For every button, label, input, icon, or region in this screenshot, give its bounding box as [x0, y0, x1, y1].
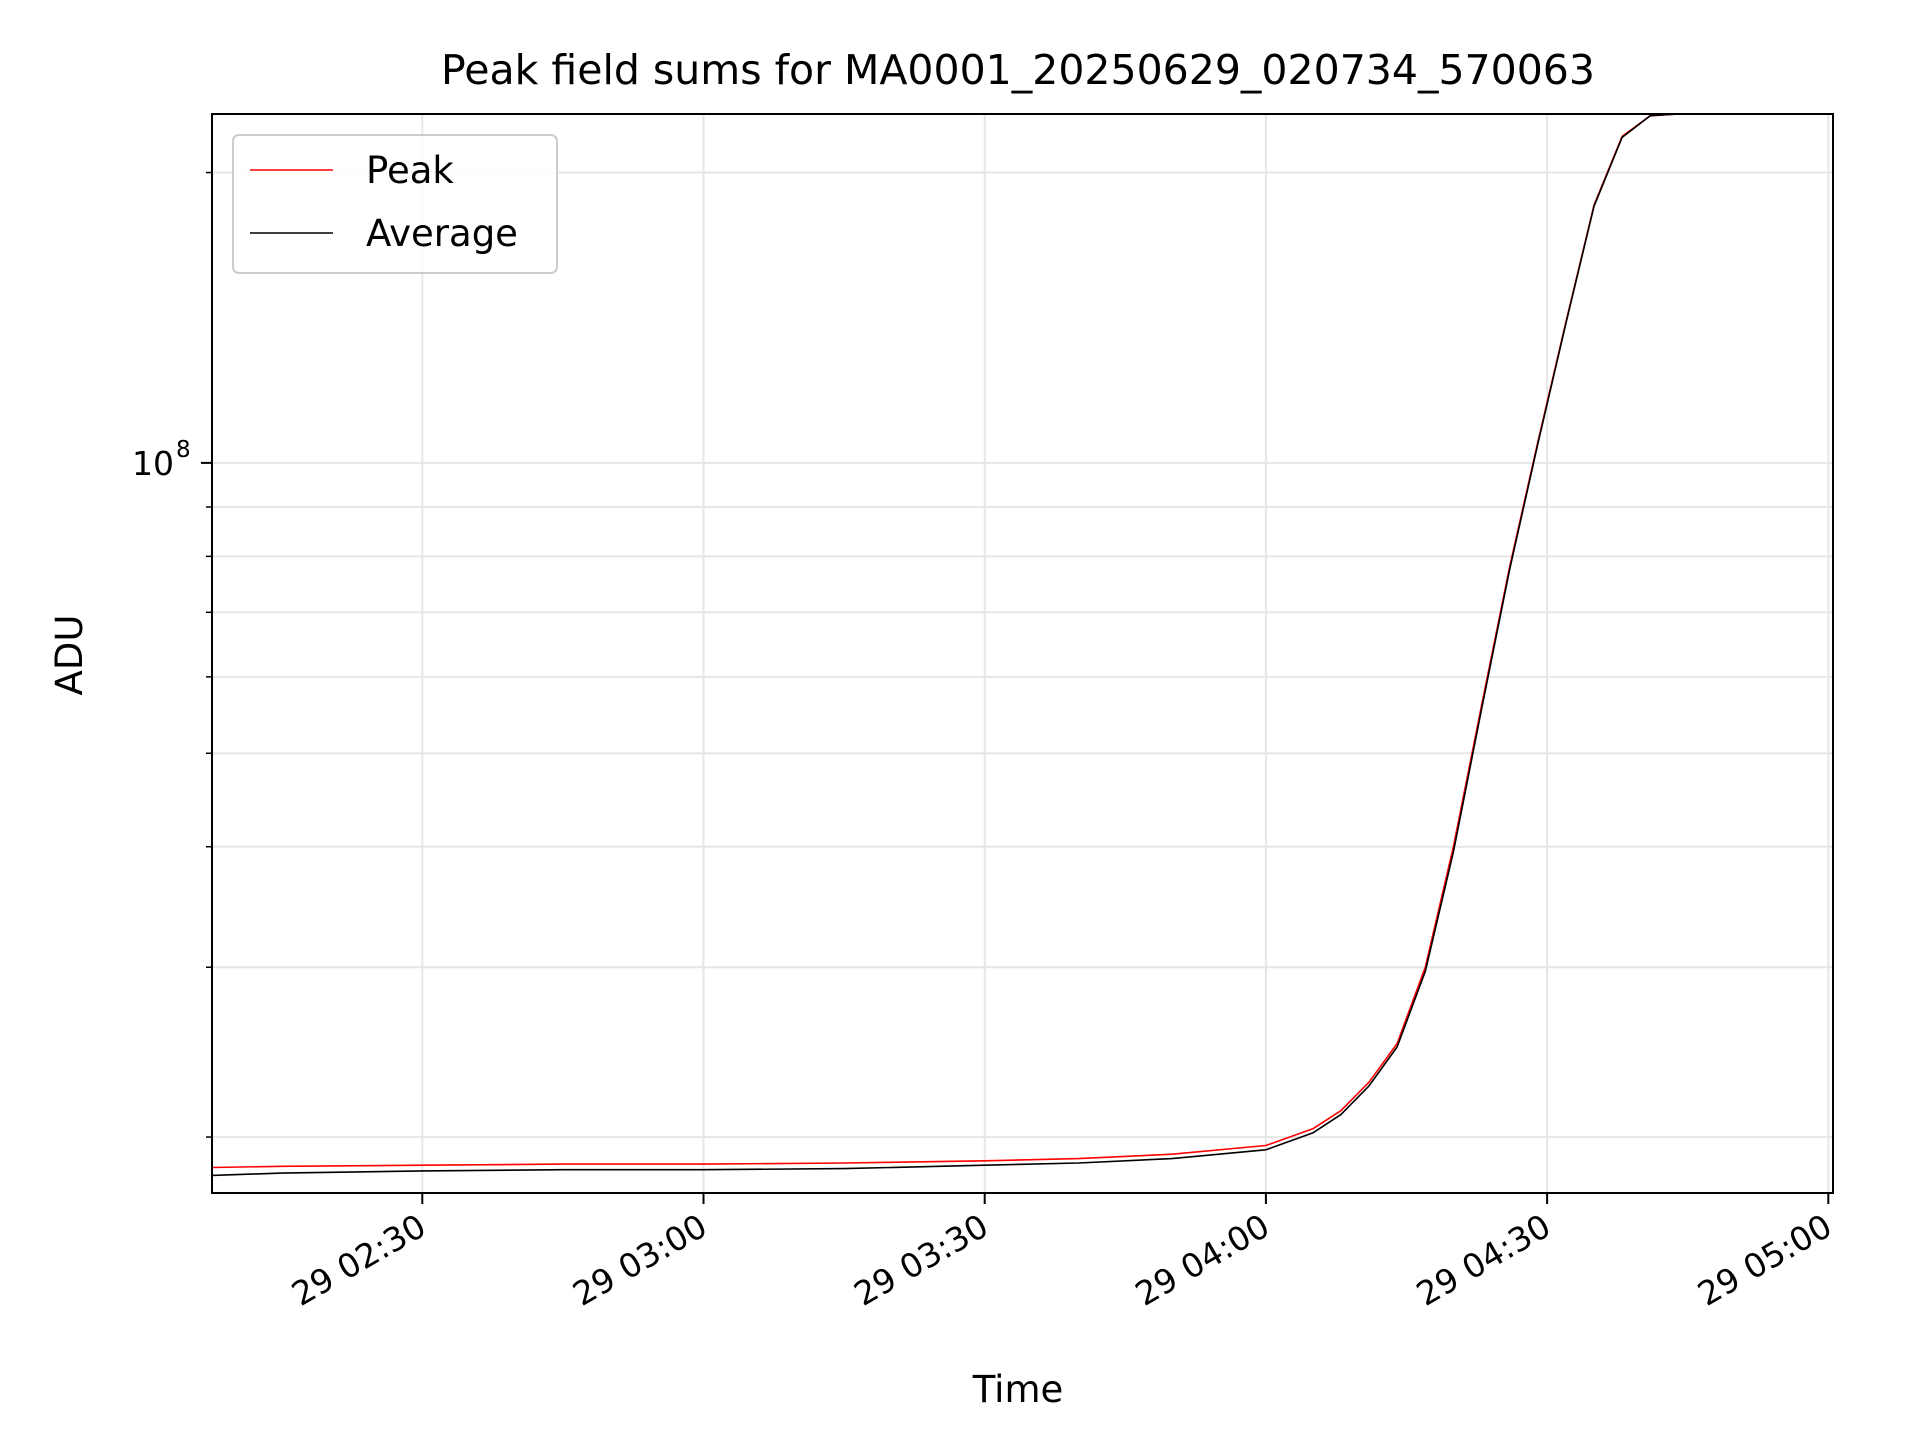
- series-line-average: [212, 114, 1698, 1177]
- y-tick-label-exponent: 8: [176, 437, 191, 463]
- y-tick-label-base: 10: [132, 444, 174, 483]
- x-axis-label: Time: [972, 1368, 1064, 1411]
- grid: [212, 114, 1833, 1193]
- chart-title: Peak field sums for MA0001_20250629_0207…: [441, 46, 1595, 94]
- legend: Peak Average: [232, 134, 558, 274]
- y-axis-label: ADU: [48, 615, 91, 696]
- legend-label-peak: Peak: [366, 149, 454, 192]
- legend-label-average: Average: [366, 212, 518, 255]
- series-layer: [212, 114, 1698, 1177]
- plot-frame: [211, 113, 1834, 1194]
